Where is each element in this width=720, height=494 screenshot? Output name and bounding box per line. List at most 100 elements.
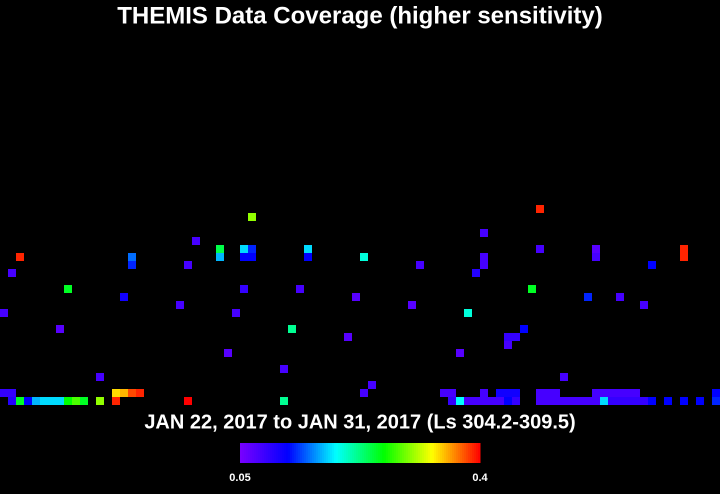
coverage-cell [480, 261, 488, 269]
colorbar-segment [444, 443, 447, 463]
colorbar-segment [468, 443, 471, 463]
coverage-cell [304, 245, 312, 253]
colorbar-segment [246, 443, 249, 463]
coverage-cell [488, 397, 496, 405]
colorbar-segment [250, 443, 253, 463]
colorbar-segment [262, 443, 265, 463]
coverage-cell [216, 245, 224, 253]
colorbar-segment [448, 443, 451, 463]
coverage-cell [344, 333, 352, 341]
coverage-cell [600, 389, 608, 397]
colorbar-segment [344, 443, 347, 463]
coverage-cell [544, 389, 552, 397]
colorbar-segment [330, 443, 333, 463]
coverage-cell [648, 397, 656, 405]
colorbar-segment [464, 443, 467, 463]
colorbar-segment [334, 443, 337, 463]
colorbar-segment [282, 443, 285, 463]
colorbar-segment [278, 443, 281, 463]
coverage-cell [504, 341, 512, 349]
coverage-cell [712, 397, 720, 405]
coverage-cell [616, 293, 624, 301]
coverage-cell [408, 301, 416, 309]
colorbar-segment [386, 443, 389, 463]
coverage-cell [632, 397, 640, 405]
colorbar-segment [332, 443, 335, 463]
colorbar-segment [288, 443, 291, 463]
coverage-cell [552, 397, 560, 405]
colorbar-segment [452, 443, 455, 463]
coverage-cell [504, 333, 512, 341]
coverage-cell [96, 397, 104, 405]
colorbar-segment [410, 443, 413, 463]
coverage-cell [176, 301, 184, 309]
colorbar-segment [388, 443, 391, 463]
coverage-cell [280, 365, 288, 373]
coverage-cell [480, 397, 488, 405]
coverage-cell [560, 397, 568, 405]
colorbar-segment [390, 443, 393, 463]
colorbar-segment [398, 443, 401, 463]
coverage-cell [584, 293, 592, 301]
colorbar-segment [418, 443, 421, 463]
colorbar-segment [318, 443, 321, 463]
coverage-cell [112, 389, 120, 397]
coverage-cell [224, 349, 232, 357]
coverage-cell [24, 397, 32, 405]
coverage-cell [48, 397, 56, 405]
colorbar-segment [476, 443, 479, 463]
coverage-cell [456, 397, 464, 405]
coverage-cell [536, 389, 544, 397]
coverage-cell [648, 261, 656, 269]
colorbar-segment [294, 443, 297, 463]
coverage-cell [592, 245, 600, 253]
coverage-cell [592, 389, 600, 397]
colorbar-segment [408, 443, 411, 463]
coverage-cell [72, 397, 80, 405]
colorbar-segment [272, 443, 275, 463]
colorbar-segment [338, 443, 341, 463]
colorbar-segment [440, 443, 443, 463]
colorbar-segment [402, 443, 405, 463]
coverage-cell [448, 389, 456, 397]
colorbar-segment [454, 443, 457, 463]
coverage-cell [712, 389, 720, 397]
colorbar-segment [346, 443, 349, 463]
colorbar-tick-label: 0.05 [229, 472, 250, 484]
coverage-cell [248, 253, 256, 261]
coverage-cell [496, 389, 504, 397]
colorbar-segment [256, 443, 259, 463]
coverage-cell [216, 253, 224, 261]
coverage-cell [600, 397, 608, 405]
coverage-cell [512, 389, 520, 397]
coverage-cell [184, 397, 192, 405]
colorbar-segment [298, 443, 301, 463]
coverage-cell [680, 397, 688, 405]
colorbar-segment [466, 443, 469, 463]
colorbar-segment [374, 443, 377, 463]
colorbar-segment [324, 443, 327, 463]
coverage-cell [64, 285, 72, 293]
coverage-cell [696, 397, 704, 405]
colorbar-segment [326, 443, 329, 463]
colorbar-segment [376, 443, 379, 463]
coverage-cell [560, 373, 568, 381]
coverage-cell [280, 397, 288, 405]
colorbar-segment [436, 443, 439, 463]
coverage-cell [440, 389, 448, 397]
coverage-cell [240, 253, 248, 261]
colorbar-segment [270, 443, 273, 463]
colorbar-segment [462, 443, 465, 463]
colorbar-segment [414, 443, 417, 463]
coverage-cell [56, 325, 64, 333]
colorbar-segment [342, 443, 345, 463]
colorbar-segment [300, 443, 303, 463]
coverage-cell [32, 397, 40, 405]
coverage-cell [456, 349, 464, 357]
colorbar-segment [296, 443, 299, 463]
coverage-cell [680, 253, 688, 261]
colorbar-segment [350, 443, 353, 463]
colorbar-segment [254, 443, 257, 463]
colorbar-segment [322, 443, 325, 463]
